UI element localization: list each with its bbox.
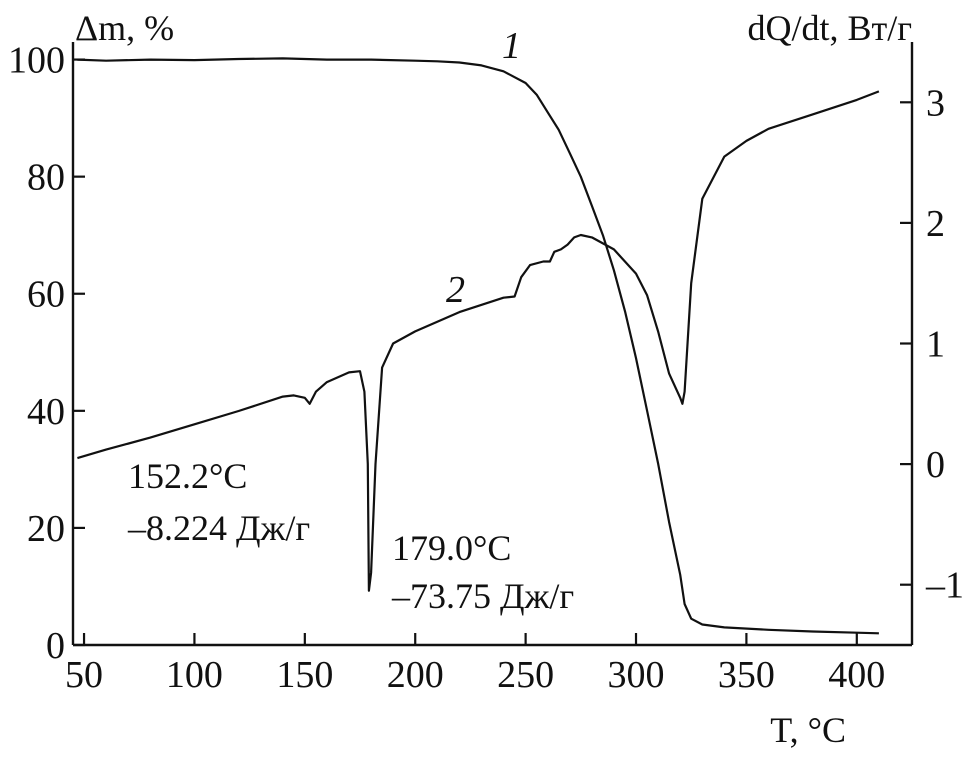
y-left-tick-label: 20 xyxy=(27,508,65,550)
annotation-2-temperature: 179.0°C xyxy=(392,528,511,568)
x-tick-label: 350 xyxy=(718,654,775,696)
x-tick-label: 300 xyxy=(608,654,665,696)
y-axis-left: 0 20 40 60 80 100 xyxy=(8,40,85,667)
x-tick-label: 200 xyxy=(387,654,444,696)
y-left-tick-label: 80 xyxy=(27,157,65,199)
annotation-1-enthalpy: –8.224 Дж/г xyxy=(127,508,310,548)
x-axis-title: T, °C xyxy=(770,710,846,750)
y-left-tick-label: 100 xyxy=(8,40,65,82)
y-right-tick-label: 0 xyxy=(926,444,945,486)
x-tick-label: 150 xyxy=(276,654,333,696)
series-line-1 xyxy=(77,57,879,635)
y-left-tick-label: 0 xyxy=(46,625,65,667)
y-axis-left-title: Δm, % xyxy=(75,8,174,48)
x-axis: 50 100 150 200 250 300 350 400 xyxy=(65,633,885,696)
x-tick-label: 250 xyxy=(497,654,554,696)
annotation-2-enthalpy: –73.75 Дж/г xyxy=(391,576,574,616)
y-right-tick-label: 3 xyxy=(926,82,945,124)
curve-label-2: 2 xyxy=(446,269,465,311)
y-left-tick-label: 40 xyxy=(27,391,65,433)
series-layer xyxy=(77,57,880,635)
y-left-tick-label: 60 xyxy=(27,274,65,316)
x-tick-label: 50 xyxy=(65,654,103,696)
curve-label-1: 1 xyxy=(502,25,521,67)
annotation-1-temperature: 152.2°C xyxy=(128,456,247,496)
y-axis-right: –1 0 1 2 3 xyxy=(900,82,964,607)
x-tick-label: 100 xyxy=(166,654,223,696)
y-right-tick-label: –1 xyxy=(925,565,964,607)
y-right-tick-label: 2 xyxy=(926,203,945,245)
x-tick-label: 400 xyxy=(828,654,885,696)
y-right-tick-label: 1 xyxy=(926,324,945,366)
series-line-2 xyxy=(77,90,880,592)
y-axis-right-title: dQ/dt, Вт/г xyxy=(747,8,912,48)
